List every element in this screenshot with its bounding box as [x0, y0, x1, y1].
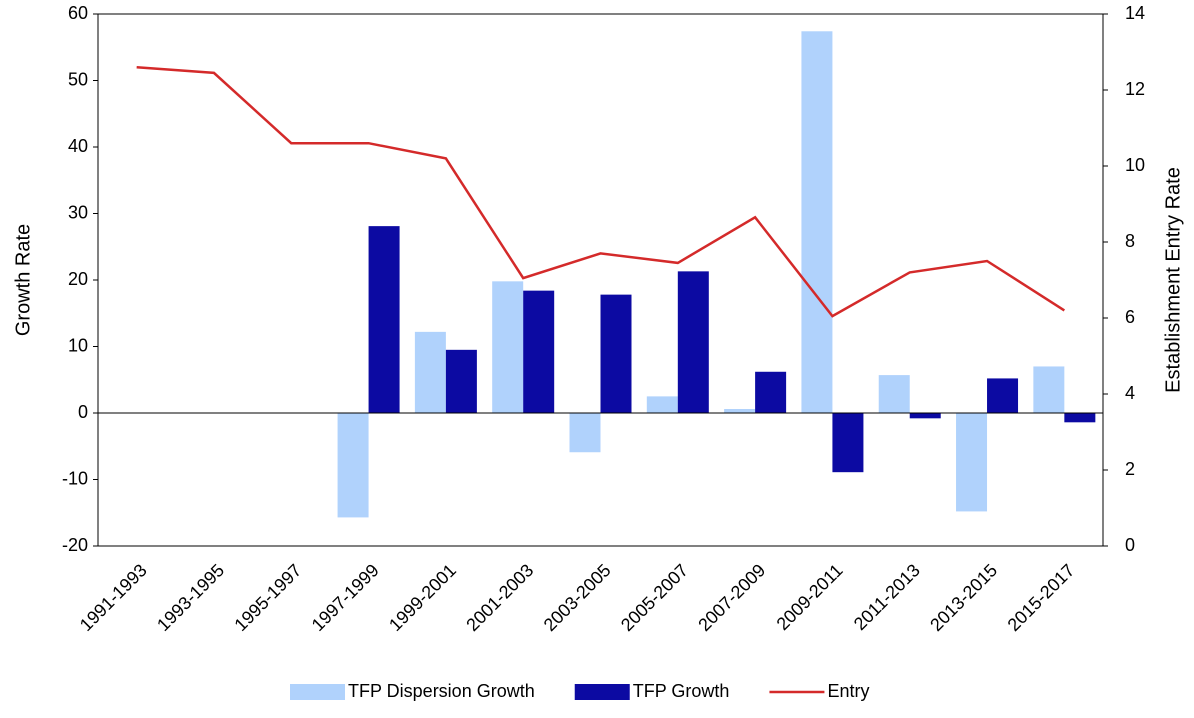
y2-tick-label: 8 — [1125, 231, 1135, 251]
plot-frame — [97, 13, 1104, 547]
legend-swatch — [574, 684, 630, 700]
y-tick-label: 0 — [78, 402, 88, 422]
legend-label: TFP Growth — [633, 681, 730, 701]
bar — [569, 413, 601, 453]
bar — [832, 413, 864, 473]
bar — [909, 413, 941, 419]
bar — [445, 349, 477, 413]
y-tick-label: 60 — [68, 3, 88, 23]
bar — [492, 281, 524, 413]
bar — [987, 378, 1019, 413]
bar — [368, 226, 400, 413]
x-tick-label: 1999-2001 — [385, 560, 460, 635]
x-tick-label: 1993-1995 — [153, 560, 228, 635]
bar — [878, 375, 910, 413]
y-tick-label: 10 — [68, 335, 88, 355]
y2-tick-label: 4 — [1125, 383, 1135, 403]
bar — [600, 294, 632, 413]
x-tick-label: 2003-2005 — [540, 560, 615, 635]
x-tick-label: 2005-2007 — [617, 560, 692, 635]
bar — [1064, 413, 1096, 423]
bar — [801, 31, 833, 413]
y-axis-title: Growth Rate — [12, 224, 34, 336]
y-tick-label: 50 — [68, 69, 88, 89]
x-tick-label: 1991-1993 — [76, 560, 151, 635]
x-tick-label: 2015-2017 — [1004, 560, 1079, 635]
bar — [956, 413, 988, 512]
bar — [646, 396, 678, 413]
y2-tick-label: 0 — [1125, 535, 1135, 555]
y2-tick-label: 10 — [1125, 155, 1145, 175]
y-tick-label: -20 — [62, 535, 88, 555]
y2-tick-label: 2 — [1125, 459, 1135, 479]
x-tick-label: 2011-2013 — [850, 560, 924, 634]
y-tick-label: 40 — [68, 136, 88, 156]
bar — [414, 331, 446, 413]
bar — [755, 371, 787, 413]
legend-label: TFP Dispersion Growth — [348, 681, 535, 701]
y2-tick-label: 12 — [1125, 79, 1145, 99]
line — [136, 65, 1066, 318]
bar — [677, 271, 709, 413]
y-tick-label: 30 — [68, 202, 88, 222]
x-tick-label: 2013-2015 — [926, 560, 1001, 635]
bar — [1033, 366, 1065, 413]
legend-label: Entry — [827, 681, 869, 701]
bar — [337, 413, 369, 518]
y-tick-label: 20 — [68, 269, 88, 289]
x-tick-label: 1997-1999 — [308, 560, 383, 635]
y-tick-label: -10 — [62, 468, 88, 488]
bar — [523, 290, 555, 413]
x-tick-label: 2007-2009 — [694, 560, 769, 635]
x-tick-label: 1995-1997 — [230, 560, 305, 635]
legend-swatch — [290, 684, 345, 700]
bar — [724, 409, 756, 413]
y2-tick-label: 6 — [1125, 307, 1135, 327]
x-tick-label: 2001-2003 — [462, 560, 537, 635]
x-tick-label: 2009-2011 — [773, 560, 847, 634]
y2-tick-label: 14 — [1125, 3, 1145, 23]
y2-axis-title: Establishment Entry Rate — [1162, 167, 1184, 393]
